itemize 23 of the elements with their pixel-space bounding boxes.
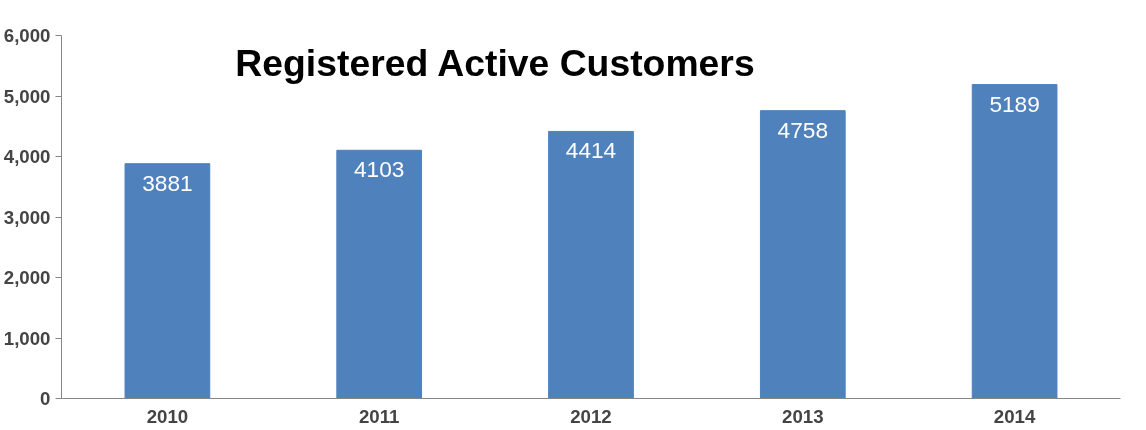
y-tick-label: 3,000 xyxy=(3,206,51,228)
y-tick-label: 6,000 xyxy=(3,25,51,46)
y-tick-label: 2,000 xyxy=(3,267,51,288)
bar xyxy=(124,163,211,399)
bar xyxy=(548,130,634,399)
data-label: 5189 xyxy=(989,90,1040,117)
y-tick-label: 1,000 xyxy=(3,327,51,349)
data-label: 4758 xyxy=(777,116,829,143)
chart-title: Registered Active Customers xyxy=(235,41,755,84)
data-label: 4414 xyxy=(565,137,617,164)
bar xyxy=(971,84,1058,399)
y-tick-label: 0 xyxy=(40,388,51,409)
y-tick-label: 5,000 xyxy=(3,85,51,107)
x-tick-label: 2014 xyxy=(993,405,1036,427)
bar xyxy=(759,110,846,399)
x-tick-label: 2010 xyxy=(146,405,189,427)
x-tick-label: 2012 xyxy=(570,405,612,427)
y-tick-label: 4,000 xyxy=(3,146,51,167)
x-tick-label: 2013 xyxy=(782,405,824,427)
x-tick-label: 2011 xyxy=(358,405,400,427)
bar xyxy=(336,149,423,399)
data-label: 4103 xyxy=(354,156,405,183)
data-label: 3881 xyxy=(142,169,193,196)
